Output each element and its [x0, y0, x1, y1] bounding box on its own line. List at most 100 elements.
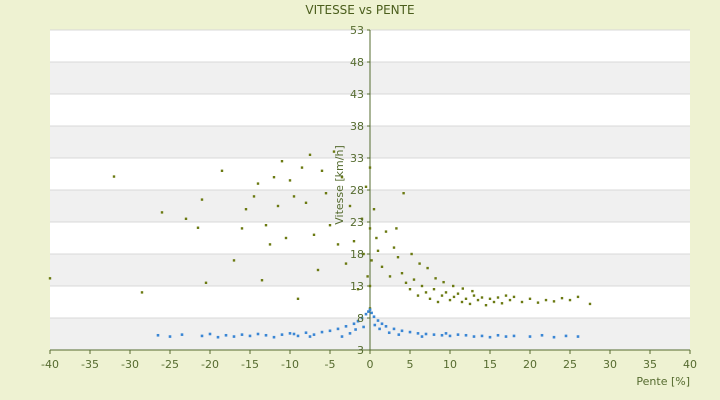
point-series-2 [378, 327, 381, 331]
point-series-1 [452, 284, 455, 288]
point-series-1 [395, 227, 398, 230]
point-series-1 [468, 302, 472, 306]
point-series-1 [300, 166, 304, 169]
y-tick-label: 18 [350, 248, 364, 261]
data-points [48, 150, 592, 339]
point-series-2 [564, 334, 568, 338]
point-series-2 [304, 331, 308, 335]
point-series-1 [402, 192, 405, 195]
x-tick-label: -5 [325, 358, 336, 371]
point-series-2 [408, 330, 412, 334]
point-series-1 [276, 204, 280, 208]
point-series-1 [364, 185, 368, 188]
point-series-1 [284, 236, 288, 240]
point-series-1 [440, 294, 444, 297]
point-series-1 [380, 265, 384, 268]
point-series-1 [368, 166, 372, 169]
point-series-2 [216, 335, 220, 339]
point-series-2 [448, 334, 452, 338]
point-series-2 [352, 322, 356, 326]
point-series-1 [388, 275, 392, 278]
point-series-2 [576, 335, 580, 338]
point-series-2 [288, 332, 292, 335]
point-series-1 [340, 176, 344, 179]
x-tick-label: -40 [41, 358, 59, 371]
point-series-1 [264, 224, 268, 227]
point-series-2 [340, 335, 344, 338]
point-series-2 [248, 334, 252, 338]
point-series-2 [264, 333, 268, 337]
point-series-2 [496, 333, 500, 337]
point-series-1 [292, 195, 296, 198]
point-series-1 [232, 259, 236, 262]
point-series-2 [416, 332, 420, 335]
point-series-1 [442, 280, 445, 284]
point-series-2 [368, 308, 372, 311]
point-series-2 [156, 333, 160, 337]
point-series-1 [432, 288, 436, 291]
point-series-1 [456, 292, 460, 295]
point-series-1 [560, 296, 564, 300]
point-series-1 [204, 281, 208, 284]
point-series-1 [196, 226, 200, 229]
point-series-1 [368, 227, 372, 230]
point-series-1 [464, 297, 468, 300]
point-series-1 [320, 169, 324, 172]
point-series-2 [372, 315, 376, 319]
point-series-1 [48, 277, 52, 280]
point-series-1 [420, 284, 424, 288]
x-tick-label: 15 [483, 358, 497, 371]
x-tick-label: 35 [643, 358, 657, 371]
point-series-2 [344, 325, 348, 328]
point-series-1 [412, 278, 416, 281]
x-tick-labels: -40 -35 -30 -25 -20 -15 -10 -5 0 5 10 15 20 25 30 35 40 [41, 358, 697, 371]
point-series-1 [220, 169, 224, 172]
point-series-1 [588, 302, 592, 306]
point-series-2 [488, 335, 492, 339]
y-tick-label: 3 [357, 344, 364, 357]
point-series-2 [397, 333, 401, 336]
point-series-1 [428, 297, 432, 300]
point-series-1 [348, 204, 352, 208]
point-series-1 [488, 297, 492, 300]
x-tick-label: 25 [563, 358, 577, 371]
point-series-1 [184, 217, 188, 220]
point-series-2 [224, 333, 228, 337]
point-series-1 [324, 192, 328, 195]
point-series-2 [440, 333, 444, 337]
point-series-2 [540, 333, 544, 337]
point-series-2 [272, 335, 276, 339]
point-series-2 [367, 310, 370, 313]
point-series-2 [348, 332, 352, 335]
point-series-1 [434, 277, 437, 280]
x-tick-label: 5 [407, 358, 414, 371]
x-tick-label: 30 [603, 358, 617, 371]
point-series-1 [272, 176, 276, 179]
point-series-2 [420, 335, 424, 338]
point-series-2 [504, 335, 508, 338]
point-series-2 [356, 319, 360, 323]
point-series-1 [492, 300, 496, 304]
point-series-2 [528, 335, 532, 338]
point-series-2 [362, 325, 365, 329]
point-series-1 [366, 275, 369, 278]
point-series-1 [140, 291, 144, 294]
point-series-1 [408, 288, 412, 291]
point-series-1 [528, 297, 532, 300]
x-axis-title: Pente [%] [636, 375, 690, 388]
point-series-1 [384, 230, 388, 233]
y-tick-label: 48 [350, 56, 364, 69]
point-series-1 [392, 246, 396, 249]
point-series-2 [376, 319, 380, 322]
point-series-1 [252, 195, 256, 198]
point-series-1 [472, 294, 476, 297]
point-series-2 [400, 329, 404, 333]
point-series-1 [260, 279, 264, 282]
point-series-1 [316, 268, 320, 272]
x-tick-label: -10 [281, 358, 299, 371]
point-series-2 [360, 316, 364, 320]
point-series-2 [232, 335, 236, 338]
y-tick-label: 23 [350, 216, 364, 229]
